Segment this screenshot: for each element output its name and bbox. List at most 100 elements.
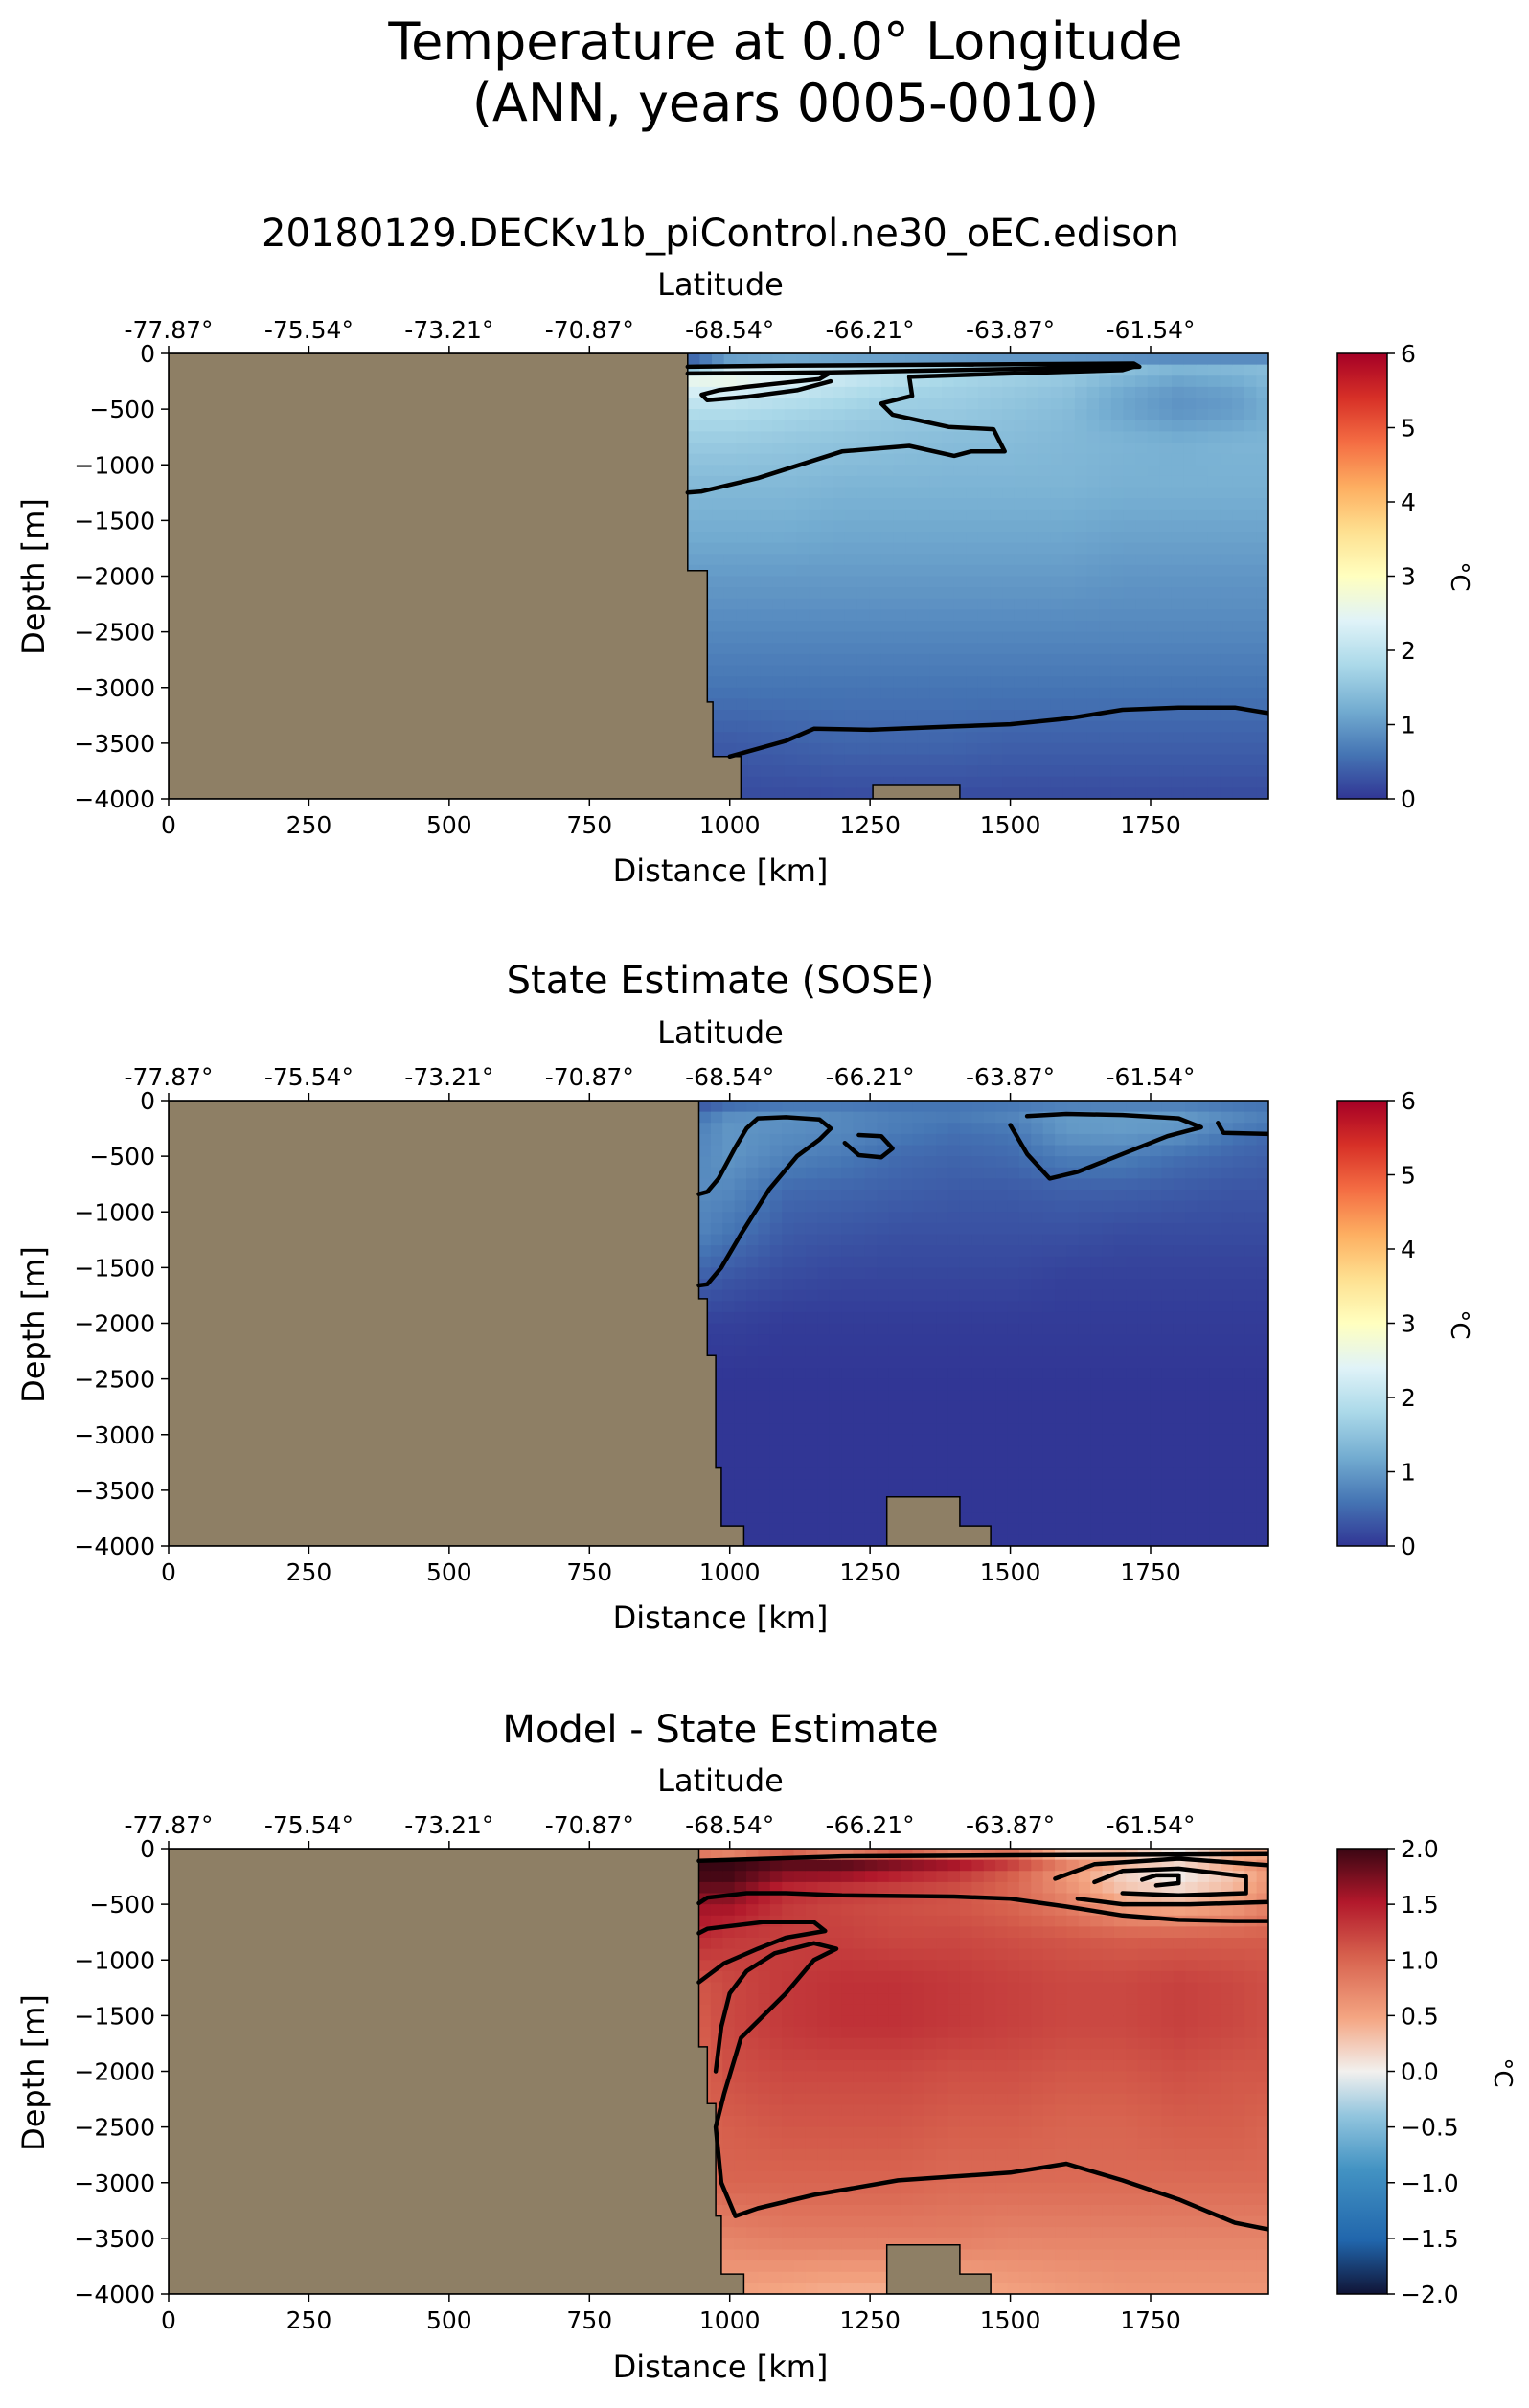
- heatmap-cell: [1087, 510, 1100, 521]
- heatmap-cell: [746, 1490, 759, 1502]
- heatmap-cell: [971, 1334, 984, 1346]
- heatmap-cell: [761, 755, 773, 766]
- heatmap-cell: [1232, 643, 1244, 654]
- heatmap-cell: [869, 732, 881, 743]
- heatmap-cell: [995, 1201, 1008, 1213]
- heatmap-cell: [889, 1346, 901, 1357]
- heatmap-cell: [735, 1413, 747, 1424]
- heatmap-cell: [905, 498, 918, 510]
- heatmap-cell: [1038, 488, 1051, 499]
- heatmap-cell: [877, 1178, 889, 1190]
- heatmap-cell: [912, 1926, 924, 1938]
- heatmap-cell: [912, 2149, 924, 2161]
- heatmap-cell: [1051, 465, 1063, 476]
- heatmap-cell: [845, 587, 857, 599]
- heatmap-cell: [1079, 1490, 1091, 1502]
- heatmap-cell: [1123, 599, 1135, 610]
- heatmap-cell: [736, 488, 748, 499]
- heatmap-cell: [948, 1882, 961, 1894]
- heatmap-cell: [1220, 488, 1232, 499]
- heatmap-cell: [984, 1257, 996, 1268]
- heatmap-cell: [1209, 1168, 1221, 1179]
- heatmap-cell: [1015, 465, 1027, 476]
- heatmap-cell: [1244, 765, 1257, 777]
- heatmap-cell: [794, 1401, 807, 1413]
- heatmap-cell: [960, 1123, 972, 1134]
- heatmap-cell: [936, 1178, 948, 1190]
- heatmap-cell: [854, 1190, 866, 1201]
- heatmap-cell: [1038, 666, 1051, 677]
- heatmap-cell: [936, 2149, 948, 2161]
- heatmap-cell: [1031, 1134, 1043, 1146]
- heatmap-cell: [948, 1413, 961, 1424]
- heatmap-cell: [1174, 1334, 1186, 1346]
- heatmap-cell: [1233, 1524, 1245, 1535]
- heatmap-cell: [794, 2005, 807, 2016]
- heatmap-cell: [794, 1101, 807, 1112]
- heatmap-cell: [1221, 1413, 1233, 1424]
- heatmap-cell: [746, 1390, 759, 1401]
- heatmap-cell: [1090, 1502, 1103, 1513]
- heatmap-cell: [1159, 465, 1172, 476]
- heatmap-cell: [889, 2072, 901, 2083]
- heatmap-cell: [984, 1512, 996, 1524]
- heatmap-cell: [758, 2138, 770, 2149]
- heatmap-cell: [735, 1290, 747, 1302]
- heatmap-cell: [901, 1356, 913, 1368]
- heatmap-cell: [761, 520, 773, 532]
- heatmap-cell: [1008, 1312, 1020, 1324]
- heatmap-cell: [942, 520, 954, 532]
- heatmap-cell: [770, 1524, 783, 1535]
- heatmap-cell: [806, 2149, 818, 2161]
- heatmap-cell: [712, 698, 724, 710]
- heatmap-cell: [1159, 621, 1172, 632]
- heatmap-cell: [711, 1123, 723, 1134]
- heatmap-cell: [966, 409, 978, 420]
- heatmap-cell: [1002, 632, 1015, 644]
- heatmap-cell: [1198, 1468, 1210, 1480]
- heatmap-cell: [1138, 1168, 1151, 1179]
- heatmap-cell: [1079, 1346, 1091, 1357]
- heatmap-cell: [711, 1334, 723, 1346]
- heatmap-cell: [971, 2161, 984, 2172]
- heatmap-cell: [995, 1435, 1008, 1446]
- heatmap-cell: [1114, 1178, 1127, 1190]
- heatmap-cell: [735, 1423, 747, 1435]
- heatmap-cell: [1232, 454, 1244, 466]
- colorbar-tick-label: 3: [1401, 1310, 1416, 1338]
- heatmap-cell: [817, 1960, 830, 1971]
- heatmap-cell: [724, 488, 737, 499]
- heatmap-cell: [712, 443, 724, 454]
- heatmap-cell: [1079, 1134, 1091, 1146]
- heatmap-cell: [971, 1235, 984, 1246]
- heatmap-cell: [1002, 532, 1015, 543]
- heatmap-cell: [1184, 643, 1197, 654]
- heatmap-cell: [1079, 1223, 1091, 1235]
- heatmap-cell: [1244, 387, 1257, 398]
- heatmap-cell: [796, 398, 809, 410]
- heatmap-cell: [746, 2104, 759, 2116]
- heatmap-cell: [1162, 1301, 1175, 1312]
- heatmap-cell: [1148, 632, 1160, 644]
- heatmap-cell: [1135, 465, 1148, 476]
- heatmap-cell: [912, 2015, 924, 2027]
- heatmap-cell: [724, 420, 737, 432]
- heatmap-cell: [1138, 1379, 1151, 1391]
- heatmap-cell: [746, 2171, 759, 2183]
- heatmap-cell: [865, 1860, 878, 1872]
- heatmap-cell: [1148, 532, 1160, 543]
- heatmap-cell: [1026, 409, 1038, 420]
- heatmap-cell: [960, 1512, 972, 1524]
- heatmap-cell: [948, 2161, 961, 2172]
- heatmap-cell: [821, 398, 833, 410]
- heatmap-cell: [722, 1423, 735, 1435]
- heatmap-cell: [796, 765, 809, 777]
- heatmap-cell: [1244, 1502, 1257, 1513]
- heatmap-cell: [924, 2127, 937, 2139]
- heatmap-cell: [905, 599, 918, 610]
- heatmap-cell: [1159, 365, 1172, 376]
- heatmap-cell: [854, 1457, 866, 1468]
- heatmap-cell: [806, 1368, 818, 1379]
- heatmap-cell: [1221, 1156, 1233, 1168]
